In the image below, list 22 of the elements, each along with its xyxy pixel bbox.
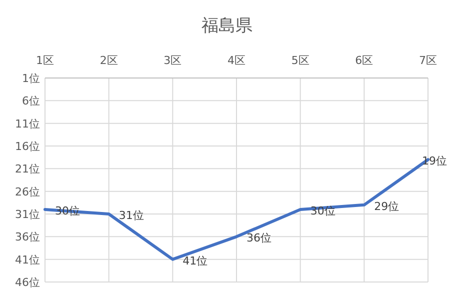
x-tick-label: 1区 (36, 54, 54, 67)
x-tick-label: 6区 (355, 54, 374, 67)
y-tick-label: 6位 (22, 94, 40, 108)
data-label: 41位 (182, 254, 208, 268)
y-tick-label: 1位 (22, 72, 40, 85)
x-tick-label: 5区 (291, 54, 310, 67)
data-label: 36位 (246, 232, 272, 245)
y-tick-label: 16位 (15, 140, 40, 153)
data-label: 29位 (374, 200, 400, 213)
x-tick-label: 3区 (164, 54, 182, 67)
y-tick-label: 46位 (15, 276, 40, 289)
y-tick-label: 21位 (15, 162, 40, 176)
y-tick-label: 41位 (15, 253, 40, 266)
y-tick-label: 36位 (15, 230, 40, 244)
y-tick-label: 26位 (15, 185, 40, 198)
y-tick-label: 31位 (15, 208, 40, 221)
chart-title: 福島県 (202, 16, 252, 36)
data-label: 31位 (118, 209, 144, 222)
x-tick-label: 2区 (100, 54, 118, 67)
x-tick-label: 7区 (419, 54, 437, 67)
x-tick-label: 4区 (228, 54, 246, 67)
y-tick-label: 11位 (15, 117, 40, 130)
